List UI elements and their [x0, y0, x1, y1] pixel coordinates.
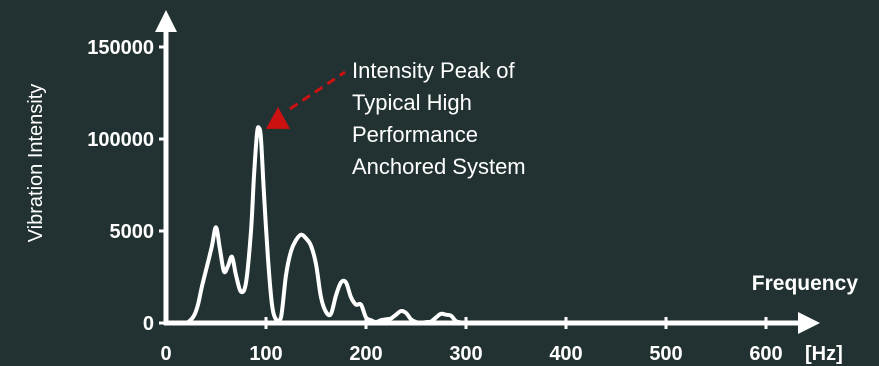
annotation-marker: [266, 106, 290, 129]
x-tick-label: 300: [449, 343, 482, 365]
x-axis-label: Frequency: [752, 272, 859, 295]
x-tick-label: 600: [749, 343, 782, 365]
annotation-text-line: Anchored System: [352, 154, 526, 179]
y-tick-label: 5000: [110, 221, 155, 243]
annotation-leader-line: [289, 70, 346, 111]
y-tick-label: 150000: [87, 37, 154, 59]
y-tick-label: 0: [143, 313, 154, 335]
x-tick-label: 200: [349, 343, 382, 365]
annotation-text-line: Intensity Peak of: [352, 58, 516, 83]
annotation-text-line: Typical High: [352, 90, 472, 115]
series-layer: [164, 125, 568, 325]
annotation-text-line: Performance: [352, 122, 478, 147]
x-tick-label: 100: [249, 343, 282, 365]
x-axis-unit: [Hz]: [805, 343, 843, 365]
annotation: Intensity Peak of Typical High Performance…: [266, 58, 526, 179]
y-tick-label: 100000: [87, 129, 154, 151]
ticks: 0 100 200 300 400 500 600 0 5000 100000 150000: [87, 37, 782, 365]
y-axis-arrowhead: [155, 10, 177, 32]
x-tick-label: 0: [160, 343, 171, 365]
x-axis-arrowhead: [798, 312, 820, 334]
y-axis-label: Vibration Intensity: [25, 84, 47, 243]
x-tick-label: 400: [549, 343, 582, 365]
x-tick-label: 500: [649, 343, 682, 365]
series-line: [164, 125, 568, 325]
